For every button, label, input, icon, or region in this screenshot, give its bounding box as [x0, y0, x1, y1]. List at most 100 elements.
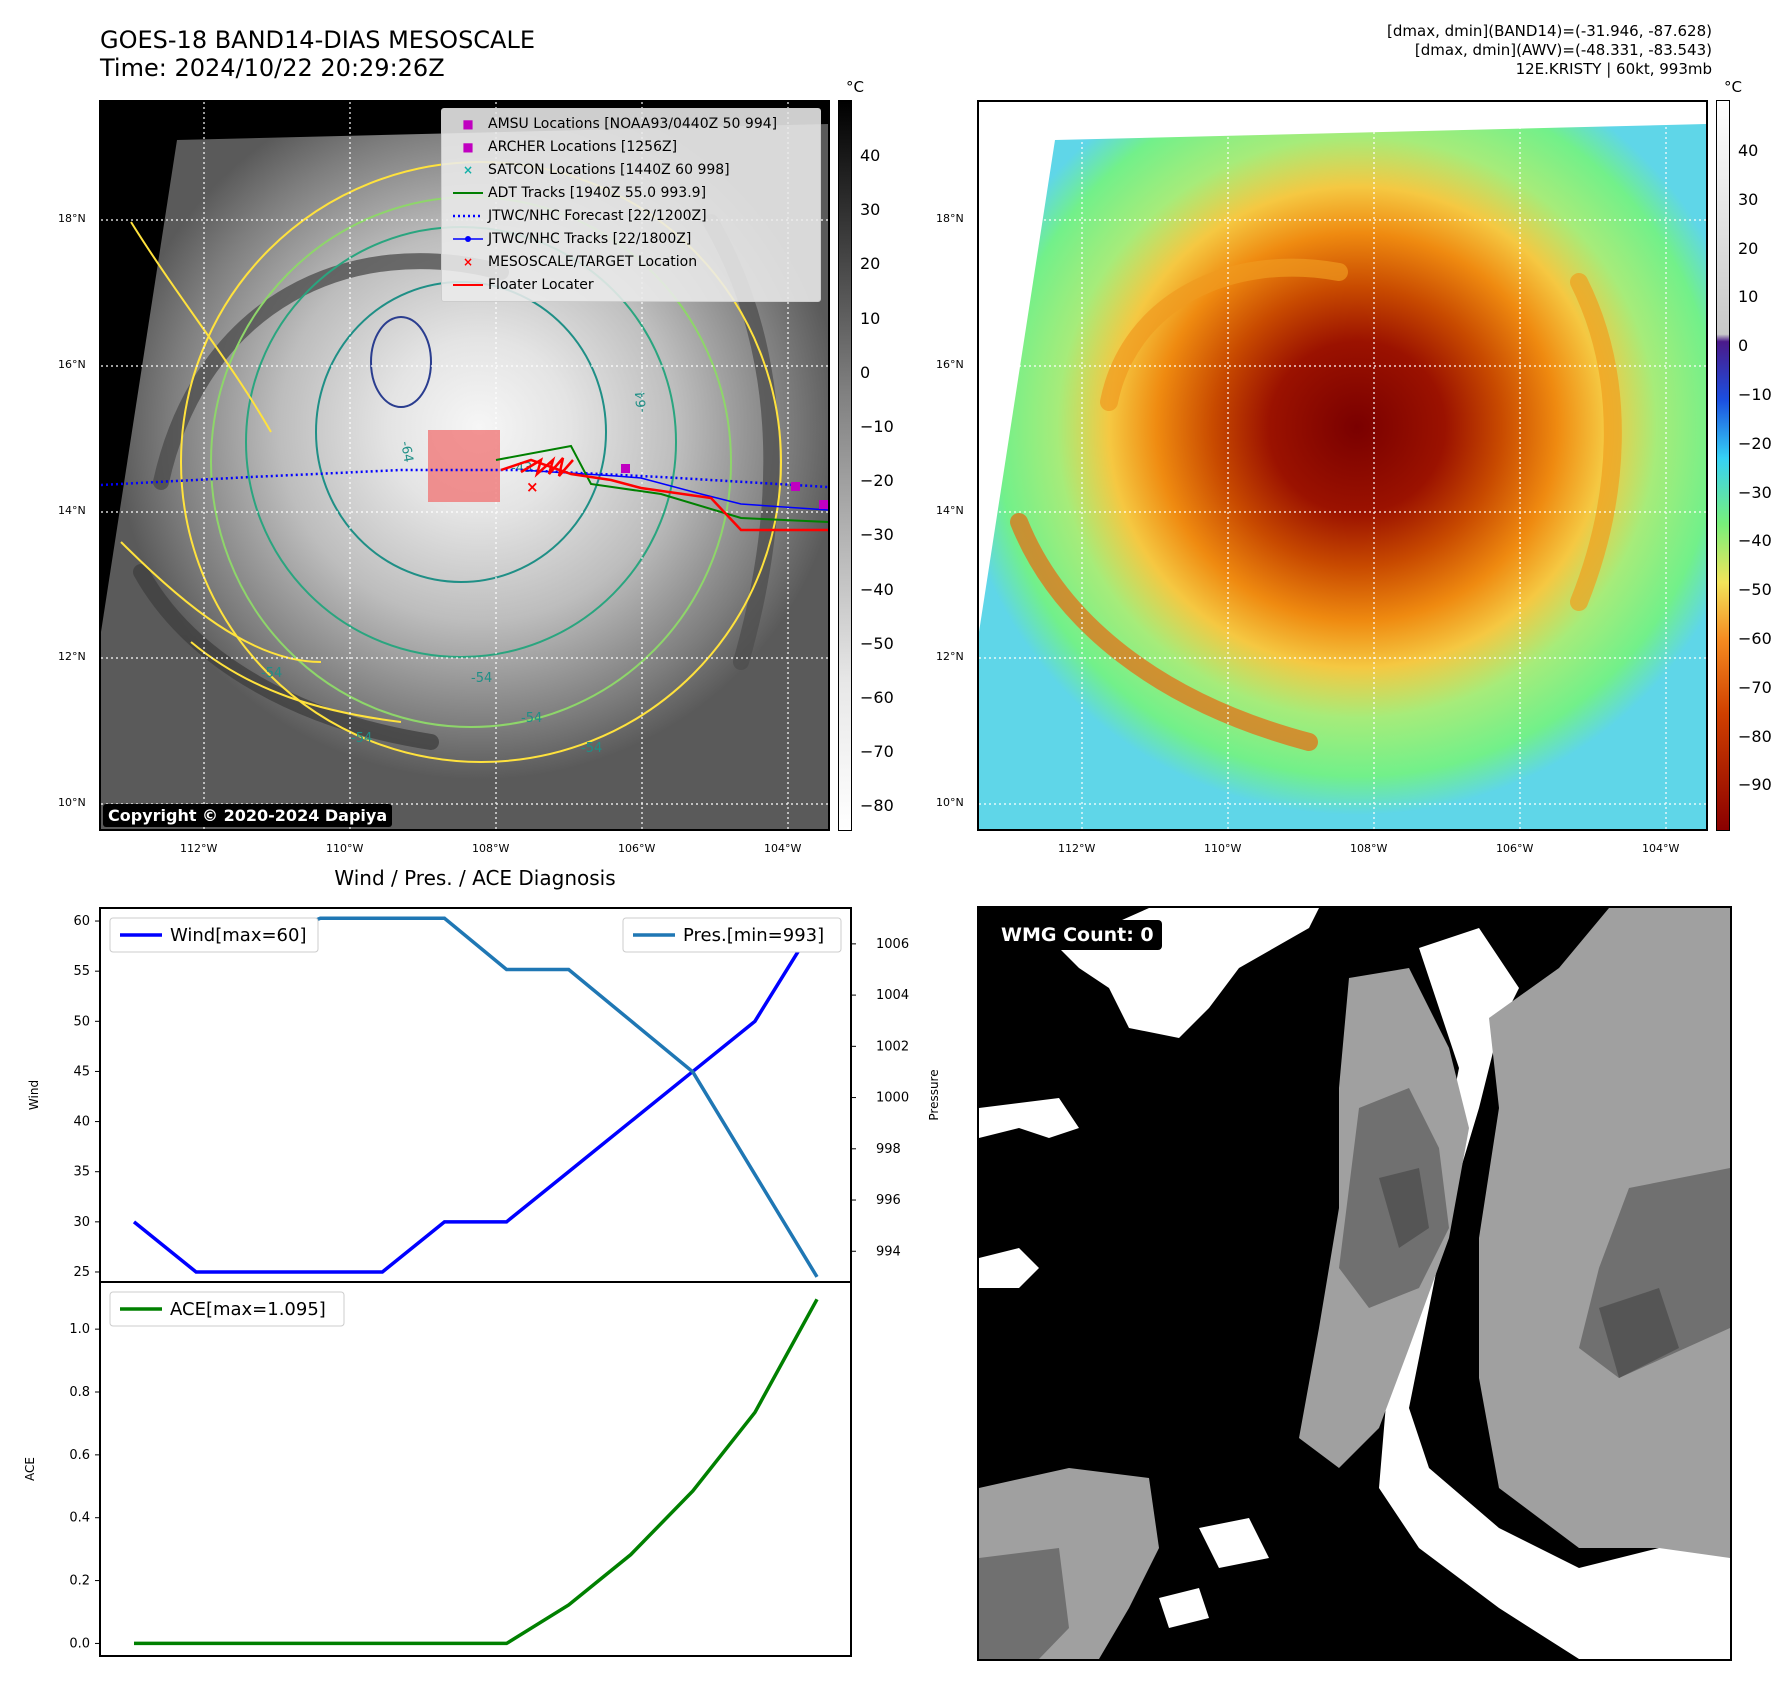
wind-tick-label: 55 [73, 964, 90, 979]
lon-label: 104°W [764, 842, 802, 855]
awv-colorbar-unit: °C [1724, 78, 1742, 96]
legend-label: ARCHER Locations [1256Z] [488, 139, 678, 155]
wind-axis-label: Wind [27, 1080, 41, 1110]
colorbar-tick: 40 [1738, 141, 1759, 160]
figure-title: GOES-18 BAND14-DIAS MESOSCALE Time: 2024… [100, 26, 535, 82]
lon-label: 110°W [1204, 842, 1242, 855]
contour-label: -54 [351, 731, 372, 746]
legend-label: JTWC/NHC Forecast [22/1200Z] [488, 208, 707, 224]
ace-tick-label: 1.0 [69, 1322, 90, 1337]
amsu-marker [621, 464, 630, 473]
info-awv: [dmax, dmin](AWV)=(-48.331, -83.543) [1414, 41, 1712, 59]
ace-tick-label: 0.2 [69, 1574, 90, 1589]
contour-label: -64 [397, 440, 415, 464]
colorbar-tick: 20 [860, 254, 881, 274]
awv-data-area [979, 124, 1706, 829]
info-band14: [dmax, dmin](BAND14)=(-31.946, -87.628) [1387, 22, 1712, 40]
wind-tick-label: 50 [73, 1014, 90, 1029]
lat-label: 14°N [936, 504, 964, 517]
map-legend: ■ AMSU Locations [NOAA93/0440Z 50 994] ■ A… [441, 108, 821, 302]
wmg-svg [979, 908, 1730, 1659]
wind-legend-label: Wind[max=60] [170, 925, 307, 946]
lon-label: 108°W [1350, 842, 1388, 855]
copyright-badge: Copyright © 2020-2024 Dapiya [103, 804, 393, 827]
ir-colorbar-unit: °C [846, 78, 864, 96]
ace-tick-label: 0.4 [69, 1511, 90, 1526]
lon-label: 112°W [1058, 842, 1096, 855]
awv-spiral-bands [1010, 258, 1622, 751]
pressure-tick-label: 1004 [876, 988, 909, 1003]
wmg-white-regions [979, 908, 1730, 1659]
ace-line [134, 1298, 819, 1646]
lat-label: 14°N [58, 504, 86, 517]
colorbar-tick: −50 [860, 633, 894, 653]
colorbar-tick: −40 [860, 579, 894, 599]
pressure-tick-label: 1002 [876, 1039, 909, 1054]
adt-track [495, 444, 828, 523]
line-icon [448, 274, 488, 297]
pressure-tick-label: 1006 [876, 937, 909, 952]
mesoscale-target-marker: × [526, 478, 539, 496]
colorbar-tick: 20 [1738, 238, 1759, 258]
lon-label: 110°W [326, 842, 364, 855]
diagnosis-title: Wind / Pres. / ACE Diagnosis [334, 866, 616, 890]
colorbar-tick: −20 [1738, 433, 1772, 453]
ir-colorbar [838, 100, 852, 831]
ir-tracks: × [101, 430, 828, 532]
wmg-count-badge: WMG Count: 0 [993, 920, 1162, 950]
wind-line [132, 920, 819, 1274]
lat-label: 16°N [936, 358, 964, 371]
square-icon: ■ [462, 117, 474, 131]
lat-label: 12°N [58, 650, 86, 663]
wind-tick-label: 40 [73, 1115, 90, 1130]
colorbar-tick: −40 [1738, 531, 1772, 551]
contour-label: -54 [261, 666, 282, 681]
cross-icon: × [462, 163, 474, 177]
info-block: [dmax, dmin](BAND14)=(-31.946, -87.628) … [1387, 22, 1712, 79]
lon-label: 106°W [618, 842, 656, 855]
colorbar-tick: −10 [1738, 385, 1772, 404]
colorbar-tick: −70 [860, 742, 894, 762]
wmg-panel: WMG Count: 0 [977, 906, 1732, 1661]
legend-label: Floater Locater [488, 277, 594, 293]
plot-frame [99, 1281, 852, 1657]
legend-entry: × SATCON Locations [1440Z 60 998] [448, 159, 814, 182]
ace-axis-label: ACE [23, 1457, 37, 1481]
ace-tick-label: 0.8 [69, 1385, 90, 1400]
colorbar-tick: 40 [860, 146, 881, 165]
colorbar-tick: −60 [1738, 629, 1772, 648]
ir-map-panel: -64 -64 -54 -54 -54 -54 -54 -43 × [99, 100, 830, 831]
legend-entry: Floater Locater [448, 274, 814, 297]
awv-gridlines [979, 102, 1706, 829]
colorbar-tick: 10 [1738, 287, 1759, 307]
wmg-gray-regions [979, 908, 1730, 1659]
info-storm: 12E.KRISTY | 60kt, 993mb [1515, 60, 1712, 78]
line-icon [448, 182, 488, 205]
lon-label: 104°W [1642, 842, 1680, 855]
dotted-line-icon [448, 205, 488, 228]
legend-label: JTWC/NHC Tracks [22/1800Z] [488, 231, 692, 247]
jtwc-forecast-track [101, 468, 828, 489]
mesoscale-box [428, 430, 500, 502]
ace-panel: 0.0 0.2 0.4 0.6 0.8 1.0 ACE ACE[max=1.095] [23, 1281, 852, 1657]
pressure-tick-label: 998 [876, 1142, 901, 1157]
jtwc-track [520, 469, 828, 511]
colorbar-tick: −90 [1738, 775, 1772, 795]
title-time: Time: 2024/10/22 20:29:26Z [100, 54, 445, 82]
diagnosis-chart: 25 30 35 40 45 50 55 60 994 996 998 1000 1002 1004 100… [23, 907, 941, 1657]
pressure-tick-label: 994 [876, 1244, 901, 1259]
lon-label: 112°W [180, 842, 218, 855]
ace-tick-label: 0.0 [69, 1636, 90, 1651]
wind-legend-box [109, 917, 319, 953]
plot-frame [99, 907, 852, 1283]
lat-label: 18°N [936, 212, 964, 225]
lon-label: 108°W [472, 842, 510, 855]
colorbar-tick: 10 [860, 308, 881, 328]
colorbar-tick: −80 [860, 796, 894, 816]
colorbar-tick: −70 [1738, 677, 1772, 697]
cross-icon: × [462, 255, 474, 269]
wind-pressure-panel: 25 30 35 40 45 50 55 60 994 996 998 1000 1002 1004 100… [27, 907, 941, 1283]
wind-tick-label: 60 [73, 914, 90, 929]
pressure-tick-label: 1000 [876, 1091, 909, 1106]
ir-contour-labels: -64 -64 -54 -54 -54 -54 -54 -43 [261, 390, 650, 756]
